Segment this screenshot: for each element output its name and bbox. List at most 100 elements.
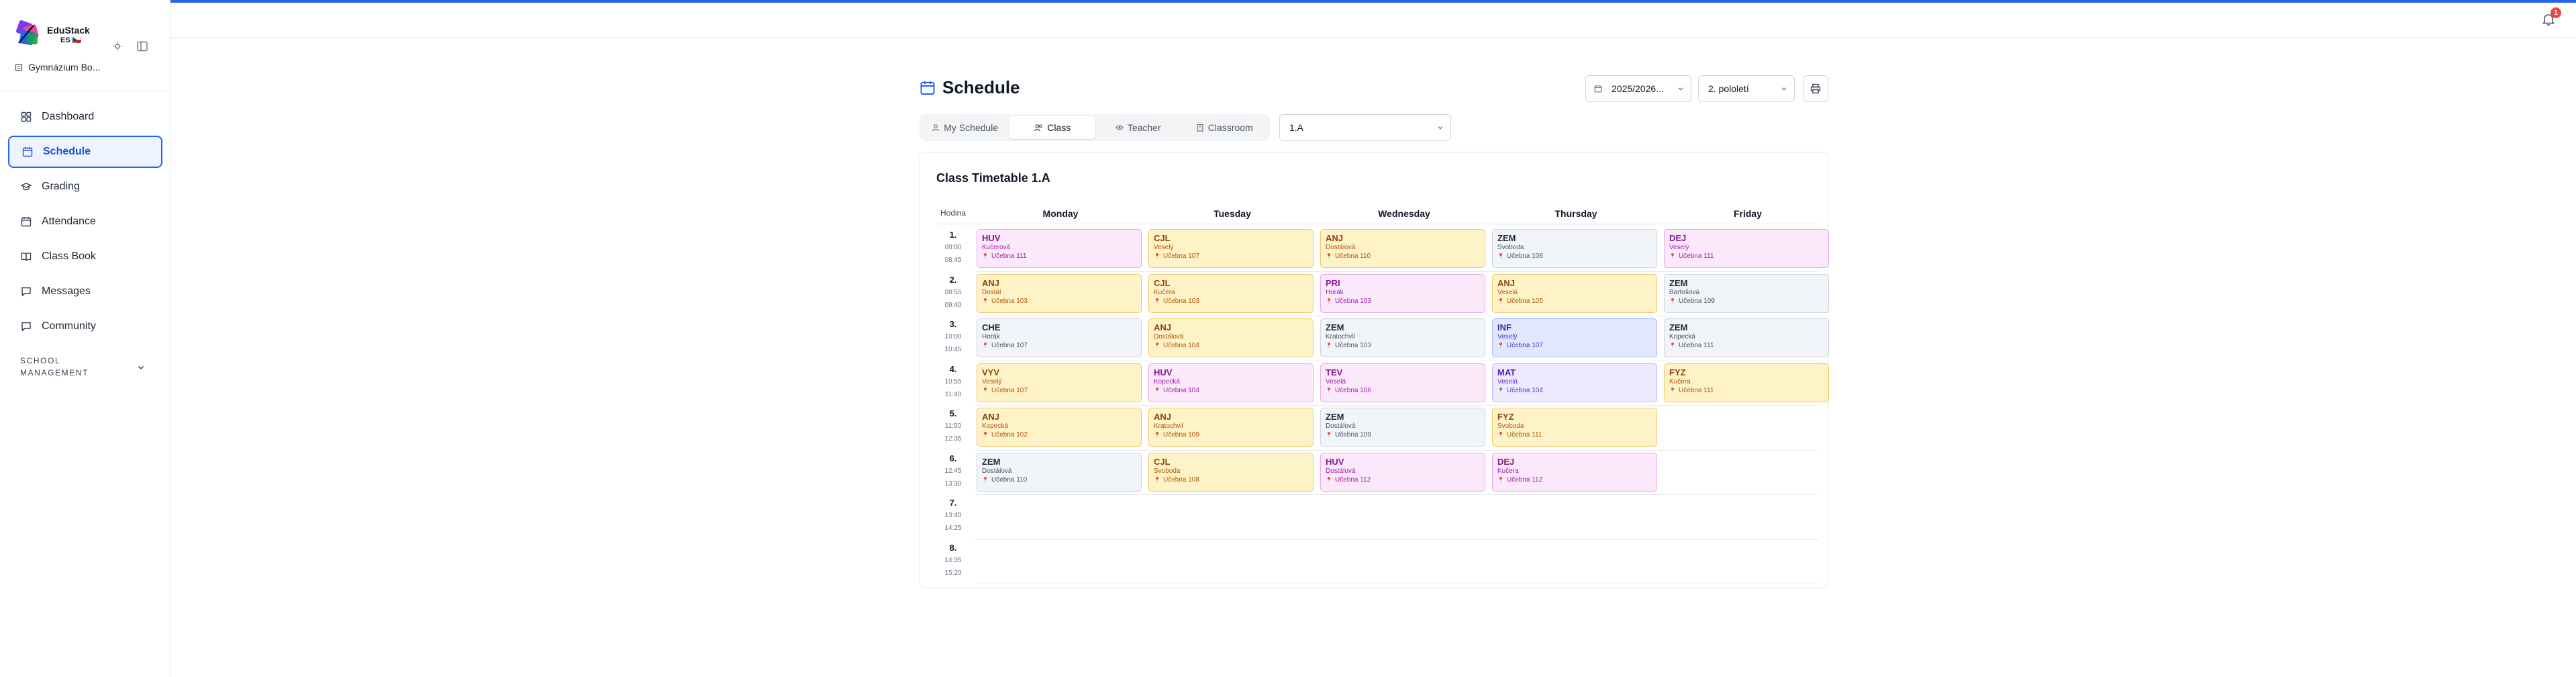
period-end: 08:45 xyxy=(944,257,962,264)
calendar-icon xyxy=(1594,85,1602,93)
map-pin-icon: 📍 xyxy=(982,298,989,304)
lesson-subject: TEV xyxy=(1326,367,1343,377)
lesson-cell[interactable]: TEV Veselá 📍 Učebna 106 xyxy=(1320,363,1485,402)
lesson-teacher: Dostál xyxy=(982,288,1001,296)
sidebar-item-label: Class Book xyxy=(42,251,96,262)
printer-icon xyxy=(1810,83,1821,94)
period-number: 2. xyxy=(949,274,957,285)
lesson-cell[interactable]: ZEM Kopecká 📍 Učebna 111 xyxy=(1664,318,1829,357)
period-end: 09:40 xyxy=(944,301,962,309)
school-year-select[interactable]: 2025/2026... xyxy=(1585,75,1691,102)
top-accent-line xyxy=(170,0,2576,3)
sidebar-item-label: Grading xyxy=(42,181,80,192)
lesson-cell[interactable]: ANJ Dostálová 📍 Učebna 110 xyxy=(1320,229,1485,268)
lesson-cell[interactable]: CJL Veselý 📍 Učebna 107 xyxy=(1148,229,1314,268)
period-end: 11:40 xyxy=(944,390,962,398)
sidebar-item-dashboard[interactable]: Dashboard xyxy=(8,101,162,133)
print-button[interactable] xyxy=(1803,75,1828,102)
lesson-teacher: Dostálová xyxy=(1326,422,1356,430)
tab-classroom[interactable]: Classroom xyxy=(1181,116,1268,139)
chevron-down-icon[interactable] xyxy=(137,363,145,371)
calendar-icon xyxy=(920,81,935,95)
sidebar-item-community[interactable]: Community xyxy=(8,310,162,343)
collapse-sidebar-icon[interactable] xyxy=(134,38,150,54)
semester-value: 2. pololetí xyxy=(1708,83,1749,94)
theme-toggle-icon[interactable] xyxy=(110,39,125,54)
lesson-cell[interactable]: DEJ Veselý 📍 Učebna 111 xyxy=(1664,229,1829,268)
lesson-cell[interactable]: VYV Veselý 📍 Učebna 107 xyxy=(977,363,1142,402)
row-divider xyxy=(975,539,1818,540)
lesson-subject: MAT xyxy=(1497,367,1516,377)
lesson-cell[interactable]: DEJ Kučera 📍 Učebna 112 xyxy=(1492,452,1657,492)
sidebar-item-messages[interactable]: Messages xyxy=(8,275,162,308)
lesson-subject: DEJ xyxy=(1669,233,1687,243)
lesson-cell[interactable]: INF Veselý 📍 Učebna 107 xyxy=(1492,318,1657,357)
lesson-cell[interactable]: ANJ Kratochvil 📍 Učebna 109 xyxy=(1148,408,1314,447)
dashboard-icon xyxy=(20,111,32,123)
sidebar-item-label: Community xyxy=(42,320,96,332)
lesson-cell[interactable]: ANJ Kopecká 📍 Učebna 102 xyxy=(977,408,1142,447)
lesson-cell[interactable]: ZEM Svoboda 📍 Učebna 106 xyxy=(1492,229,1657,268)
hour-column-header: Hodina xyxy=(940,208,967,218)
semester-select[interactable]: 2. pololetí xyxy=(1698,75,1795,102)
sidebar-item-attendance[interactable]: Attendance xyxy=(8,206,162,238)
lesson-cell[interactable]: ANJ Dostálová 📍 Učebna 104 xyxy=(1148,318,1314,357)
lesson-cell[interactable]: CHE Horák 📍 Učebna 107 xyxy=(977,318,1142,357)
lesson-cell[interactable]: CJL Svoboda 📍 Učebna 108 xyxy=(1148,452,1314,492)
period-label: 3. 10:00 10:45 xyxy=(936,318,970,356)
lesson-teacher: Horák xyxy=(1326,288,1344,296)
lesson-room: 📍 Učebna 103 xyxy=(982,297,1136,306)
lesson-room-text: Učebna 107 xyxy=(991,386,1028,394)
lesson-cell[interactable]: ZEM Dostálová 📍 Učebna 109 xyxy=(1320,408,1485,447)
sidebar: EduStack ES 🇨🇿 Gymnázium Bo... Dashboard… xyxy=(0,0,170,677)
lesson-cell[interactable]: ANJ Dostál 📍 Učebna 103 xyxy=(977,273,1142,313)
map-pin-icon: 📍 xyxy=(982,343,989,349)
lesson-subject: CJL xyxy=(1154,233,1171,243)
day-header-thursday: Thursday xyxy=(1554,208,1597,219)
lesson-teacher: Bartošová xyxy=(1669,288,1700,296)
section-label-line1: SCHOOL xyxy=(20,356,61,365)
sidebar-item-class-book[interactable]: Class Book xyxy=(8,240,162,273)
lesson-subject: ZEM xyxy=(1326,322,1344,332)
lesson-cell[interactable]: MAT Veselá 📍 Učebna 104 xyxy=(1492,363,1657,402)
lesson-teacher: Veselý xyxy=(1154,244,1174,251)
lesson-subject: HUV xyxy=(1326,456,1344,467)
lesson-cell[interactable]: ZEM Kratochvil 📍 Učebna 103 xyxy=(1320,318,1485,357)
school-selector[interactable]: Gymnázium Bo... xyxy=(15,62,100,73)
map-pin-icon: 📍 xyxy=(982,432,989,438)
lesson-room-text: Učebna 109 xyxy=(1678,297,1715,305)
sidebar-item-grading[interactable]: Grading xyxy=(8,171,162,203)
sidebar-item-schedule[interactable]: Schedule xyxy=(8,136,162,168)
lesson-cell[interactable]: ANJ Veselá 📍 Učebna 105 xyxy=(1492,273,1657,313)
school-management-section[interactable]: SCHOOL MANAGEMENT xyxy=(20,355,154,379)
bell-icon[interactable] xyxy=(2541,12,2556,27)
class-select[interactable]: 1.A xyxy=(1279,114,1451,141)
notification-badge: 1 xyxy=(2550,7,2561,18)
tab-teacher[interactable]: Teacher xyxy=(1097,116,1180,139)
lesson-room-text: Učebna 110 xyxy=(991,476,1028,484)
map-pin-icon: 📍 xyxy=(1326,476,1332,483)
row-divider xyxy=(975,494,1818,495)
tab-class[interactable]: Class xyxy=(1009,116,1095,139)
lesson-subject: ANJ xyxy=(1154,412,1172,422)
lesson-cell[interactable]: HUV Kučerová 📍 Učebna 111 xyxy=(977,229,1142,268)
school-icon xyxy=(15,64,23,71)
lesson-cell[interactable]: CJL Kučera 📍 Učebna 103 xyxy=(1148,273,1314,313)
lesson-cell[interactable]: FYZ Kučera 📍 Učebna 111 xyxy=(1664,363,1829,402)
lesson-cell[interactable]: HUV Kopecká 📍 Učebna 104 xyxy=(1148,363,1314,402)
brand[interactable]: EduStack ES 🇨🇿 xyxy=(13,16,148,56)
lesson-cell[interactable]: PRI Horák 📍 Učebna 103 xyxy=(1320,273,1485,313)
lesson-subject: CHE xyxy=(982,322,1001,332)
period-end: 15:20 xyxy=(944,569,962,577)
tab-my-schedule[interactable]: My Schedule xyxy=(922,116,1008,139)
lesson-subject: PRI xyxy=(1326,277,1340,288)
lesson-cell[interactable]: FYZ Svoboda 📍 Učebna 111 xyxy=(1492,408,1657,447)
lesson-room-text: Učebna 112 xyxy=(1334,476,1371,484)
lesson-cell[interactable]: HUV Dostálová 📍 Učebna 112 xyxy=(1320,452,1485,492)
period-label: 6. 12:45 13:30 xyxy=(936,453,970,490)
map-pin-icon: 📍 xyxy=(1326,432,1332,438)
period-end: 12:35 xyxy=(944,435,962,443)
period-start: 08:55 xyxy=(944,288,962,296)
lesson-cell[interactable]: ZEM Bartošová 📍 Učebna 109 xyxy=(1664,273,1829,313)
lesson-cell[interactable]: ZEM Dostálová 📍 Učebna 110 xyxy=(977,452,1142,492)
